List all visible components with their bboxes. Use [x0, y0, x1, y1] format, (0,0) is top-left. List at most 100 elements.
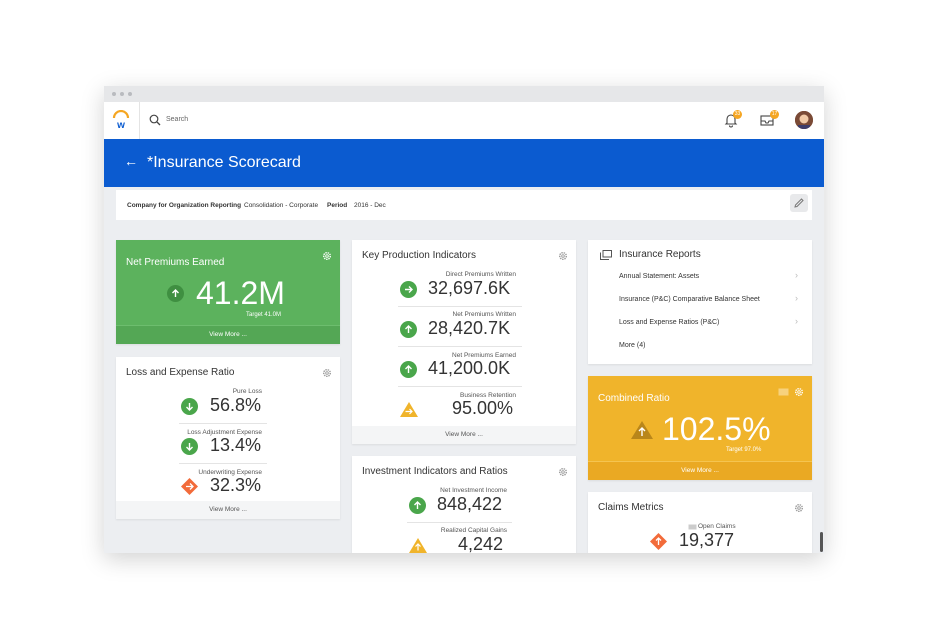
claims-metrics-card: Claims Metrics Open Claims 19,377 — [588, 492, 812, 553]
report-link[interactable]: Annual Statement: Assets — [619, 273, 700, 280]
warning-diamond-icon — [650, 533, 667, 550]
key-production-card: Key Production Indicators Direct Premium… — [352, 240, 576, 444]
top-navigation-bar: w Search 33 17 — [104, 102, 824, 140]
metric-label: Net Premiums Earned — [452, 352, 516, 359]
page-title: *Insurance Scorecard — [147, 154, 301, 171]
metric-value: 56.8% — [210, 395, 262, 415]
chevron-right-icon[interactable]: › — [795, 316, 798, 326]
window-dot — [112, 92, 116, 96]
report-link[interactable]: Loss and Expense Ratios (P&C) — [619, 319, 720, 326]
metric-label: Business Retention — [459, 392, 516, 399]
window-dot — [120, 92, 124, 96]
warning-triangle-icon — [400, 402, 418, 417]
combined-ratio-card: Combined Ratio 102.5% Target 97.0% View … — [588, 376, 812, 480]
page-header: ← *Insurance Scorecard — [104, 139, 824, 187]
card-title: Net Premiums Earned — [126, 257, 225, 268]
trend-down-icon — [181, 398, 198, 415]
loss-expense-ratio-card: Loss and Expense Ratio Pure Loss 56.8% L… — [116, 357, 340, 519]
trend-up-icon — [409, 497, 426, 514]
warning-triangle-icon — [409, 538, 427, 553]
metric-value: 848,422 — [437, 494, 503, 514]
combined-ratio-target: Target 97.0% — [726, 447, 762, 453]
card-title: Loss and Expense Ratio — [126, 367, 235, 378]
metric-label: Realized Capital Gains — [440, 527, 507, 534]
card-title: Claims Metrics — [598, 502, 664, 513]
metric-value: 95.00% — [452, 398, 514, 418]
divider — [398, 346, 522, 347]
company-filter-label: Company for Organization Reporting — [127, 202, 242, 209]
view-more-link[interactable]: View More ... — [352, 426, 576, 444]
chat-icon[interactable] — [688, 524, 697, 530]
warning-diamond-icon — [181, 478, 198, 495]
net-premiums-target: Target 41.0M — [246, 312, 282, 318]
chevron-right-icon[interactable]: › — [795, 270, 798, 280]
user-avatar[interactable] — [795, 111, 813, 129]
warning-triangle-icon — [631, 421, 653, 439]
metric-value: 13.4% — [210, 435, 262, 455]
metric-value: 4,242 — [458, 534, 504, 553]
gear-icon[interactable] — [558, 251, 568, 261]
svg-text:w: w — [116, 120, 125, 130]
metric-label: Net Premiums Written — [452, 311, 516, 318]
investment-indicators-card: Investment Indicators and Ratios Net Inv… — [352, 456, 576, 553]
reports-icon — [600, 250, 612, 260]
metric-label: Underwriting Expense — [198, 469, 262, 476]
card-title: Investment Indicators and Ratios — [362, 466, 508, 477]
period-filter-value: 2016 - Dec — [354, 202, 386, 209]
trend-up-icon — [400, 321, 417, 338]
divider — [398, 306, 522, 307]
window-chrome — [104, 86, 824, 102]
back-arrow-icon[interactable]: ← — [124, 153, 138, 169]
workday-logo-icon[interactable]: w — [111, 110, 131, 130]
metric-label: Open Claims — [698, 523, 736, 530]
trend-up-icon — [167, 285, 184, 302]
metric-value: 41,200.0K — [428, 358, 511, 378]
window-dot — [128, 92, 132, 96]
trend-up-icon — [400, 361, 417, 378]
view-more-link[interactable]: View More ... — [116, 325, 340, 344]
gear-icon[interactable] — [558, 467, 568, 477]
view-more-link[interactable]: View More ... — [116, 501, 340, 519]
app-window: w Search 33 17 ← *Insurance Scorecard — [104, 86, 824, 553]
gear-icon[interactable] — [794, 503, 804, 513]
divider — [407, 522, 512, 523]
inbox-icon[interactable] — [759, 112, 775, 128]
metric-label: Loss Adjustment Expense — [187, 429, 262, 436]
metric-label: Direct Premiums Written — [445, 271, 516, 278]
metric-label: Pure Loss — [232, 388, 262, 395]
gear-icon[interactable] — [322, 368, 332, 378]
notification-badge: 33 — [733, 110, 742, 119]
gear-icon[interactable] — [322, 251, 332, 261]
view-more-link[interactable]: View More ... — [588, 461, 812, 480]
metric-value: 32,697.6K — [428, 278, 511, 298]
divider — [179, 463, 267, 464]
company-filter-value: Consolidation - Corporate — [244, 202, 319, 209]
scrollbar[interactable] — [820, 532, 823, 552]
divider — [398, 386, 522, 387]
metric-value: 32.3% — [210, 475, 262, 495]
chevron-right-icon[interactable]: › — [795, 293, 798, 303]
edit-filters-button[interactable] — [790, 194, 808, 212]
chat-icon[interactable] — [778, 388, 789, 396]
card-title: Insurance Reports — [619, 249, 701, 260]
divider — [139, 102, 140, 139]
trend-right-icon — [400, 281, 417, 298]
filter-bar: Company for Organization Reporting Conso… — [116, 190, 812, 220]
metric-label: Net Investment Income — [440, 487, 507, 494]
net-premiums-value: 41.2M — [196, 275, 285, 311]
trend-down-icon — [181, 438, 198, 455]
report-link[interactable]: Insurance (P&C) Comparative Balance Shee… — [619, 296, 760, 303]
period-filter-label: Period — [327, 202, 348, 209]
gear-icon[interactable] — [794, 387, 804, 397]
metric-value: 19,377 — [679, 530, 735, 550]
search-input[interactable]: Search — [166, 116, 189, 123]
search-icon[interactable] — [149, 114, 161, 126]
card-title: Combined Ratio — [598, 393, 670, 404]
divider — [179, 423, 267, 424]
more-reports-link[interactable]: More (4) — [619, 342, 646, 349]
inbox-badge: 17 — [770, 110, 779, 119]
combined-ratio-value: 102.5% — [662, 411, 771, 447]
card-title: Key Production Indicators — [362, 250, 476, 261]
metric-value: 28,420.7K — [428, 318, 511, 338]
net-premiums-card: Net Premiums Earned 41.2M Target 41.0M V… — [116, 240, 340, 344]
